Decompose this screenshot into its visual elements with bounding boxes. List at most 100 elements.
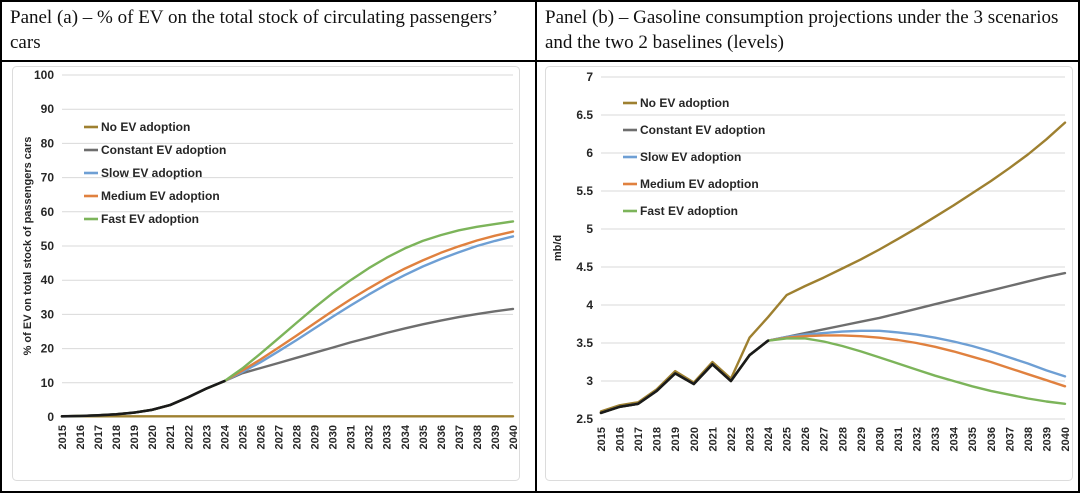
y-tick-label: 70 [41,171,55,185]
x-tick-label: 2039 [1041,427,1053,451]
legend-label: No EV adoption [101,120,190,134]
x-tick-label: 2038 [472,425,484,449]
x-tick-label: 2028 [837,427,849,451]
y-tick-label: 100 [34,68,54,82]
legend-label: Slow EV adoption [101,166,202,180]
x-tick-label: 2032 [364,425,376,449]
x-tick-label: 2019 [670,427,682,451]
line-constant-ev-adoption [60,307,515,418]
x-tick-label: 2036 [436,425,448,449]
panel-a-chart-cell: 0 10 20 30 40 50 60 70 80 90 100 2015 2016 2017 2018 20… [2,62,537,492]
legend-item-no-ev-adoption: No EV adoption [623,96,729,110]
x-tick-label: 2018 [652,427,664,451]
x-tick-label: 2025 [782,427,794,451]
x-tick-label: 2037 [454,425,466,449]
y-tick-label: 60 [41,205,55,219]
x-tick-label: 2022 [183,425,195,449]
legend-item-fast-ev-adoption: Fast EV adoption [84,212,199,226]
x-tick-label: 2033 [930,427,942,451]
y-tick-label: 4.5 [576,260,593,274]
x-tick-label: 2021 [707,427,719,451]
y-axis: 0 10 20 30 40 50 60 70 80 90 100 [34,68,513,424]
x-tick-label: 2031 [346,425,358,449]
y-tick-label: 90 [41,102,55,116]
line-slow-ev-adoption [60,235,515,418]
x-tick-label: 2024 [763,426,775,451]
line-no-ev-adoption [599,121,1067,413]
x-tick-label: 2037 [1004,427,1016,451]
x-tick-label: 2023 [744,427,756,451]
series-lines [599,121,1067,415]
x-tick-label: 2030 [874,427,886,451]
y-tick-label: 3.5 [576,336,593,350]
panel-a-title: Panel (a) – % of EV on the total stock o… [2,2,537,63]
x-tick-label: 2028 [292,425,304,449]
series-lines [60,220,515,418]
legend: No EV adoption Constant EV adoption Slow E… [84,120,226,226]
y-tick-label: 4 [586,298,593,312]
panel-b-title: Panel (b) – Gasoline consumption project… [537,2,1078,63]
x-tick-label: 2022 [726,427,738,451]
panel-b-chart: 2.5 3 3.5 4 4.5 5 5.5 6 6.5 7 2015 2016 2017 2018 2019… [545,66,1073,482]
x-tick-label: 2040 [508,425,520,449]
x-tick-label: 2032 [912,427,924,451]
x-tick-label: 2030 [328,425,340,449]
x-tick-label: 2040 [1060,427,1072,451]
y-tick-label: 5 [586,222,593,236]
legend-item-medium-ev-adoption: Medium EV adoption [84,189,220,203]
legend-item-constant-ev-adoption: Constant EV adoption [623,123,765,137]
x-axis: 2015 2016 2017 2018 2019 2020 2021 2022 2023 2024… [57,424,520,449]
y-tick-label: 3 [586,374,593,388]
legend-label: Medium EV adoption [640,177,759,191]
x-tick-label: 2039 [490,425,502,449]
legend-label: Medium EV adoption [101,189,220,203]
legend-label: Slow EV adoption [640,150,741,164]
x-tick-label: 2020 [689,427,701,451]
x-tick-label: 2035 [967,427,979,451]
x-tick-label: 2021 [165,425,177,449]
legend-item-no-ev-adoption: No EV adoption [84,120,190,134]
x-tick-label: 2027 [819,427,831,451]
chart-frame [545,66,1073,482]
y-axis-title: % of EV on total stock of passengers car… [22,137,34,356]
x-tick-label: 2026 [800,427,812,451]
x-tick-label: 2034 [949,426,961,451]
x-tick-label: 2023 [201,425,213,449]
legend-label: No EV adoption [640,96,729,110]
y-tick-label: 0 [47,410,54,424]
x-tick-label: 2029 [856,427,868,451]
x-tick-label: 2038 [1023,427,1035,451]
legend-item-slow-ev-adoption: Slow EV adoption [623,150,741,164]
legend-item-fast-ev-adoption: Fast EV adoption [623,204,738,218]
legend-item-medium-ev-adoption: Medium EV adoption [623,177,759,191]
y-tick-label: 50 [41,239,55,253]
x-tick-label: 2016 [75,425,87,449]
legend-label: Fast EV adoption [640,204,738,218]
x-tick-label: 2026 [255,425,267,449]
x-tick-label: 2029 [310,425,322,449]
x-tick-label: 2015 [596,427,608,451]
x-tick-label: 2035 [418,425,430,449]
legend-label: Constant EV adoption [640,123,765,137]
y-tick-label: 20 [41,342,55,356]
legend-label: Fast EV adoption [101,212,199,226]
x-tick-label: 2036 [986,427,998,451]
x-tick-label: 2034 [400,424,412,449]
x-tick-label: 2027 [273,425,285,449]
y-tick-label: 10 [41,376,55,390]
x-tick-label: 2033 [382,425,394,449]
y-axis: 2.5 3 3.5 4 4.5 5 5.5 6 6.5 7 [576,70,1065,426]
y-tick-label: 2.5 [576,412,593,426]
y-tick-label: 6 [586,146,593,160]
y-tick-label: 40 [41,273,55,287]
y-tick-label: 5.5 [576,184,593,198]
line-medium-ev-adoption [60,230,515,418]
panel-b-chart-cell: 2.5 3 3.5 4 4.5 5 5.5 6 6.5 7 2015 2016 2017 2018 2019… [537,62,1078,492]
x-tick-label: 2025 [237,425,249,449]
chart-frame [12,66,520,482]
legend: No EV adoption Constant EV adoption Slow E… [623,96,765,218]
y-tick-label: 30 [41,308,55,322]
x-tick-label: 2015 [57,425,69,449]
